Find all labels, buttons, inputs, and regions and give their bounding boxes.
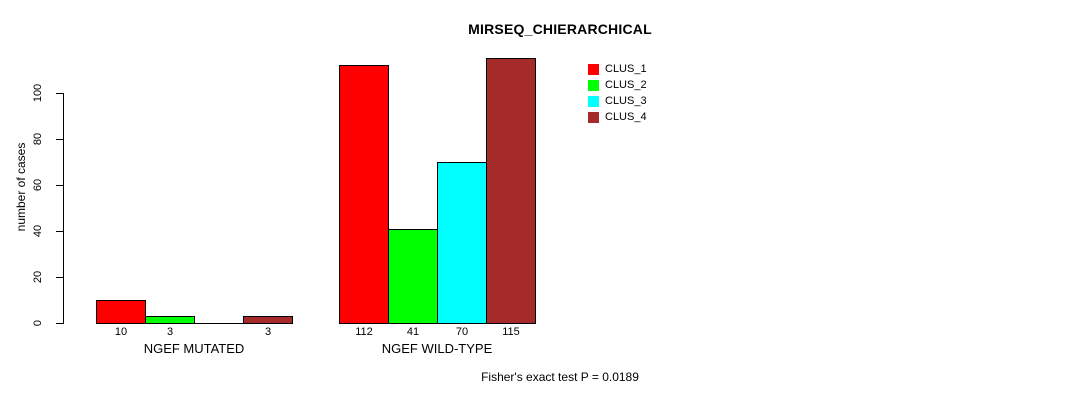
legend-item-clus-1: CLUS_1 (588, 61, 647, 77)
y-axis-tick-20 (56, 277, 63, 278)
y-axis-tick-0 (56, 323, 63, 324)
legend-swatch-clus-4-icon (588, 111, 599, 123)
legend-label-clus-4: CLUS_4 (605, 111, 647, 123)
y-axis-tick-label-100: 100 (32, 83, 44, 103)
y-axis-title: number of cases (14, 142, 28, 232)
bar-CLUS_2-group0 (145, 316, 195, 324)
legend-item-clus-4: CLUS_4 (588, 109, 647, 125)
chart-title: MIRSEQ_CHIERARCHICAL (468, 21, 652, 37)
y-axis-tick-label-0: 0 (32, 319, 44, 327)
bar-CLUS_4-group0 (243, 316, 293, 324)
bar-CLUS_3-group0-zero (194, 323, 244, 324)
y-axis-tick-100 (56, 93, 63, 94)
legend-item-clus-3: CLUS_3 (588, 93, 647, 109)
bar-CLUS_3-group1 (437, 162, 487, 324)
x-group-label-ngef-wild-type: NGEF WILD-TYPE (381, 341, 493, 356)
legend-label-clus-3: CLUS_3 (605, 95, 647, 107)
y-axis-tick-label-60: 60 (32, 178, 44, 192)
y-axis-tick-60 (56, 185, 63, 186)
bar-value-label-CLUS_4-group1: 115 (502, 326, 520, 338)
legend-label-clus-1: CLUS_1 (605, 63, 647, 75)
y-axis-line (63, 93, 64, 324)
y-axis-tick-label-40: 40 (32, 224, 44, 238)
y-axis-tick-80 (56, 139, 63, 140)
legend-label-clus-2: CLUS_2 (605, 79, 647, 91)
legend-swatch-clus-1-icon (588, 63, 599, 75)
y-axis-tick-label-80: 80 (32, 132, 44, 146)
bar-CLUS_1-group0 (96, 300, 146, 324)
y-axis-tick-40 (56, 231, 63, 232)
x-group-label-ngef-mutated: NGEF MUTATED (143, 341, 245, 356)
bar-CLUS_2-group1 (388, 229, 438, 324)
bar-CLUS_1-group1 (339, 65, 389, 324)
fisher-test-annotation: Fisher's exact test P = 0.0189 (481, 370, 639, 384)
bar-value-label-CLUS_4-group0: 3 (264, 326, 272, 338)
bar-value-label-CLUS_2-group0: 3 (166, 326, 174, 338)
bar-CLUS_4-group1 (486, 58, 536, 324)
bar-value-label-CLUS_1-group0: 10 (114, 326, 128, 338)
legend-item-clus-2: CLUS_2 (588, 77, 647, 93)
bar-value-label-CLUS_3-group1: 70 (455, 326, 469, 338)
bar-value-label-CLUS_1-group1: 112 (355, 326, 373, 338)
legend-swatch-clus-2-icon (588, 79, 599, 91)
legend: CLUS_1 CLUS_2 CLUS_3 CLUS_4 (588, 61, 647, 125)
y-axis-tick-label-20: 20 (32, 270, 44, 284)
legend-swatch-clus-3-icon (588, 95, 599, 107)
bar-value-label-CLUS_2-group1: 41 (406, 326, 420, 338)
